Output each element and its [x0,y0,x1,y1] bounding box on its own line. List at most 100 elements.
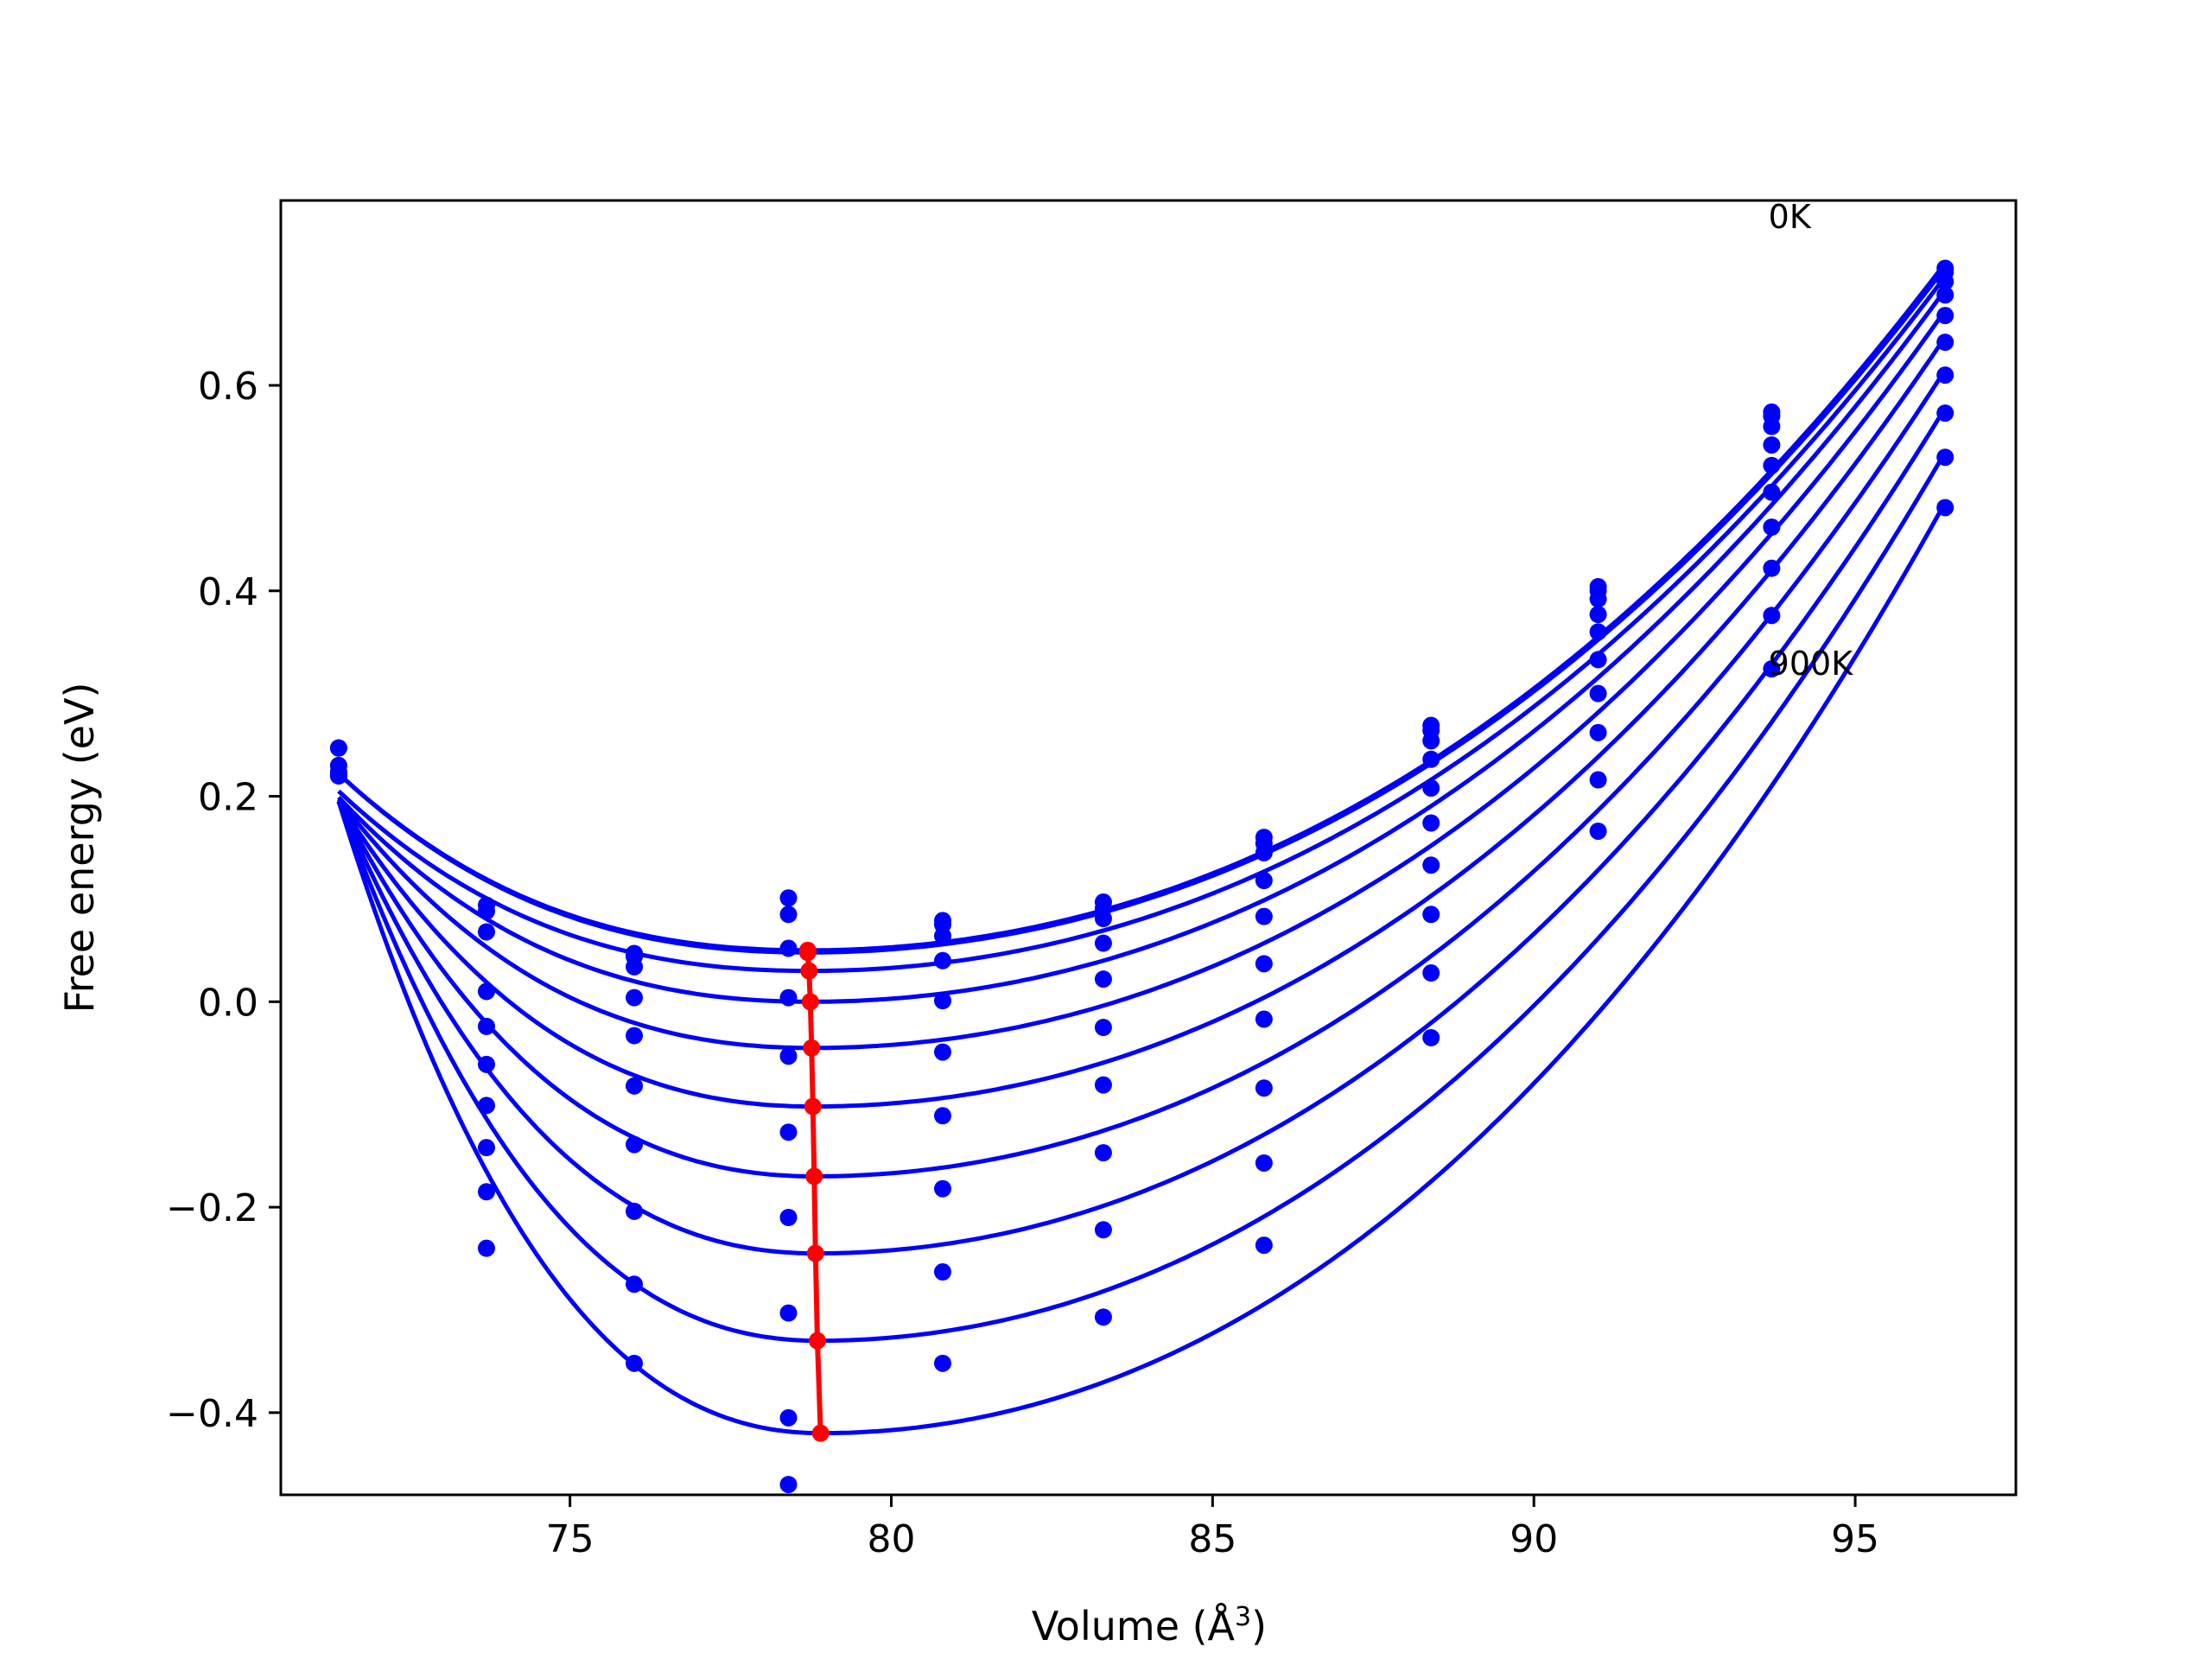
data-point [1094,1144,1112,1162]
data-point [1255,1236,1273,1255]
minimum-point [811,1424,830,1442]
data-point [1763,559,1781,577]
data-point [1422,750,1440,768]
minimum-point [801,993,819,1011]
data-point [1936,366,1955,385]
data-point [626,1202,644,1220]
x-tick-label: 90 [1510,1517,1558,1561]
fit-curve-100K [337,265,1948,955]
data-point [1255,1010,1273,1028]
minimum-point [798,944,817,962]
data-point [1589,723,1607,741]
x-axis-label: Volume (Å3) [1032,1602,1267,1650]
data-point [626,988,644,1007]
y-tick-label: −0.4 [166,1392,258,1436]
data-point [1589,623,1607,641]
x-tick-label: 85 [1188,1517,1236,1561]
data-point [1094,1019,1112,1037]
data-point [1936,334,1955,352]
data-point [477,1183,495,1201]
data-point [1763,518,1781,537]
data-point [1936,272,1955,290]
data-point [626,1135,644,1154]
data-point [1589,822,1607,840]
minimum-point [803,1039,821,1057]
fit-curve-400K [336,308,1948,1051]
fit-curve-800K [336,451,1948,1344]
data-point [779,1209,798,1226]
y-tick-label: 0.0 [198,981,258,1025]
data-point [477,1239,495,1257]
data-point [1255,872,1273,890]
data-point [1763,417,1781,435]
data-point [329,739,347,757]
x-tick-label: 80 [868,1517,916,1561]
data-point [1589,606,1607,624]
data-point [1255,907,1273,925]
data-point [1422,814,1440,832]
minimum-point [804,1097,822,1116]
data-point [1422,779,1440,798]
data-point [934,992,952,1010]
data-point [1094,970,1112,988]
data-point [1763,660,1781,678]
data-point [934,1179,952,1198]
data-point [934,1043,952,1061]
data-point [1936,404,1955,423]
data-point [626,957,644,976]
data-point [1422,906,1440,924]
data-point [1589,590,1607,608]
plot-frame [279,199,2018,1497]
x-tick-label: 95 [1831,1517,1879,1561]
fit-curve-300K [337,288,1948,1004]
data-point [1422,732,1440,750]
fit-curve-200K [337,275,1948,974]
minimum-point [800,962,818,980]
data-point [779,889,798,907]
data-point [779,1123,798,1141]
data-point [779,1047,798,1065]
data-point [1094,934,1112,952]
temperature-annotation: 0K [1769,198,1812,236]
data-point [1094,1076,1112,1094]
data-point [934,1263,952,1281]
data-point [1094,910,1112,928]
minimum-point [808,1332,826,1350]
data-point [1589,684,1607,702]
y-tick-label: 0.4 [198,570,258,614]
data-point [779,906,798,924]
plot-marks [329,259,1955,1494]
data-point [1422,856,1440,874]
data-point [1936,307,1955,325]
data-point [779,988,798,1007]
annotations: 0K 900K [1769,198,1854,683]
data-point [1763,456,1781,474]
data-point [1255,1079,1273,1097]
x-axis-ticks: 75 80 85 90 95 [546,1495,1879,1561]
fit-curve-900K [336,501,1948,1436]
fit-curve-500K [336,335,1948,1109]
data-point [779,1408,798,1427]
minima-line [804,950,823,1433]
data-point [1936,499,1955,517]
data-point [477,1139,495,1157]
data-point [779,1304,798,1322]
data-point [934,951,952,969]
data-point [1422,1028,1440,1046]
data-point [1763,607,1781,625]
data-point [1094,1221,1112,1239]
y-tick-label: 0.2 [198,776,258,820]
data-point [1422,964,1440,982]
data-point [1255,1154,1273,1172]
data-point [626,1077,644,1095]
data-point [1094,1308,1112,1326]
minimum-point [806,1244,824,1262]
data-point [1589,771,1607,789]
y-axis-ticks: −0.4 −0.2 0.0 0.2 0.4 0.6 [166,365,281,1436]
data-point [1763,483,1781,501]
data-point [329,766,347,785]
data-point [626,1354,644,1372]
data-point [779,1476,798,1494]
